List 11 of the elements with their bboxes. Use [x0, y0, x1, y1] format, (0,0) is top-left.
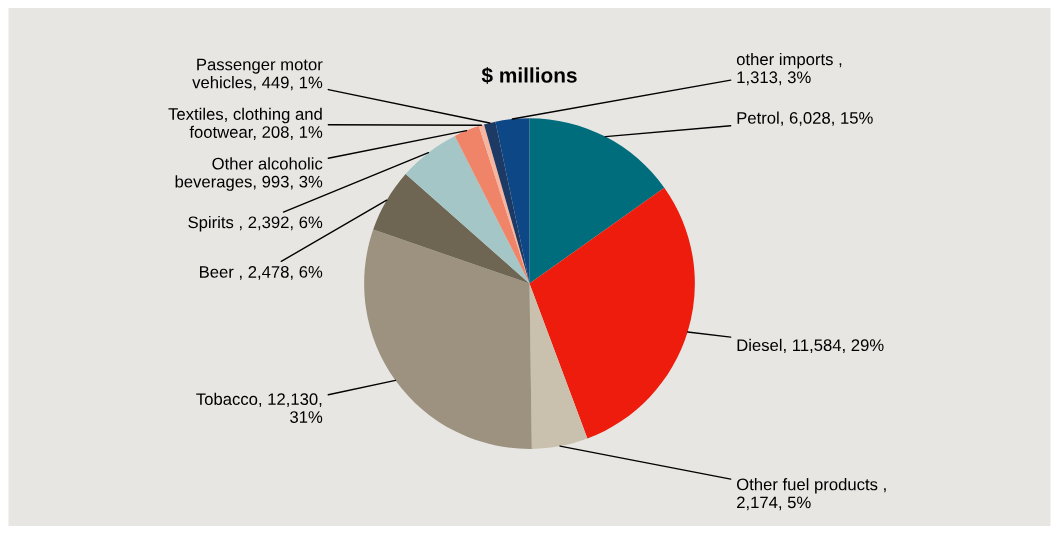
slice-label: other imports , 1,313, 3%: [736, 52, 842, 86]
slice-label: Textiles, clothing and footwear, 208, 1%: [168, 107, 323, 140]
slice-label: Diesel, 11,584, 29%: [737, 338, 884, 354]
slice-label: Other alcoholic beverages, 993, 3%: [175, 157, 323, 191]
slice-label: Beer , 2,478, 6%: [200, 265, 323, 280]
slice-label: Spirits , 2,392, 6%: [188, 215, 323, 232]
slice-label: Other fuel products , 2,174, 5%: [737, 478, 886, 511]
slice-label: Tobacco, 12,130, 31%: [196, 392, 323, 423]
text: $ millions: [481, 66, 577, 84]
slice-label: Passenger motor vehicles, 449, 1%: [192, 58, 323, 91]
slice-label: Petrol, 6,028, 15%: [737, 111, 873, 126]
